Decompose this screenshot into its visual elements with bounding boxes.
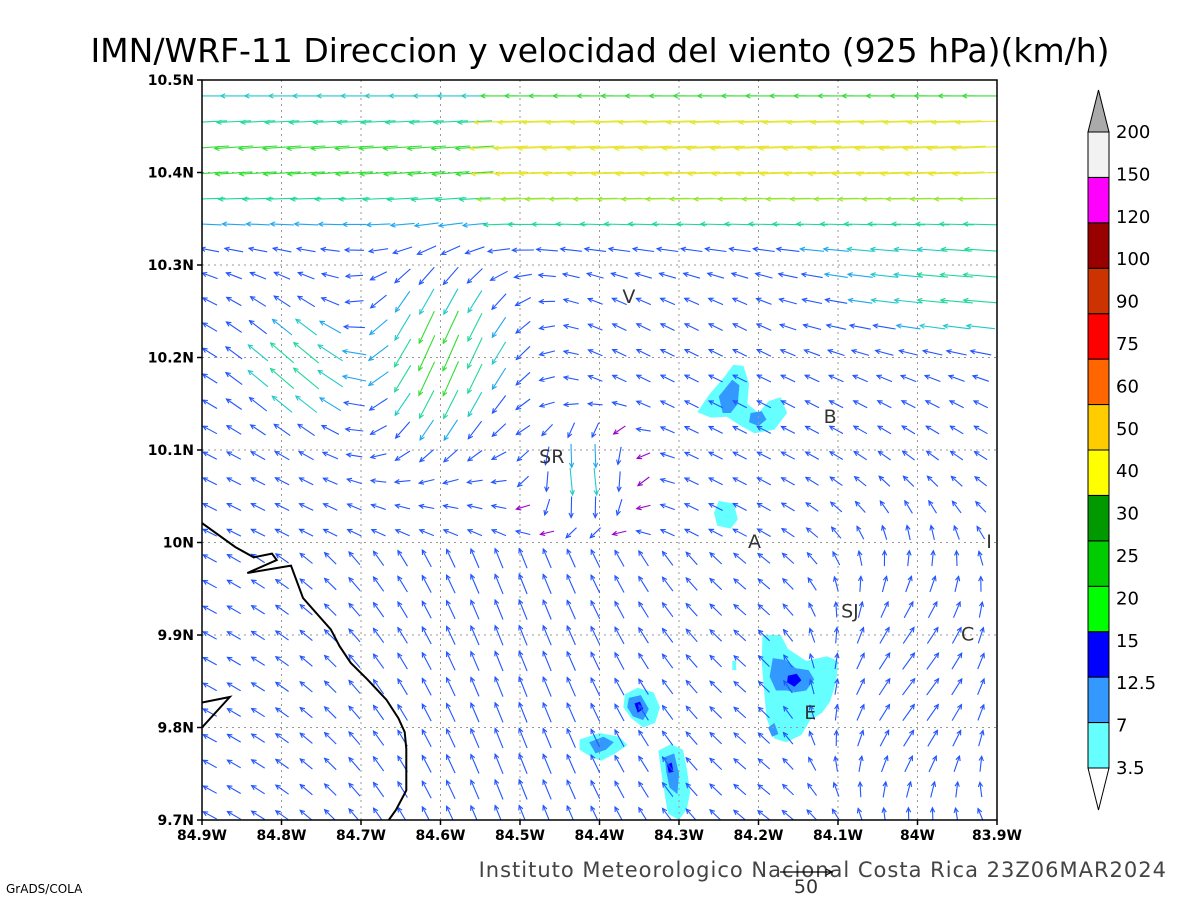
colorbar-label-11: 90 [1116, 292, 1139, 313]
lon-tick-label-8: 84.1W [813, 828, 863, 844]
lon-tick-label-1: 84.8W [257, 828, 307, 844]
colorbar: 3.5 7 12.5 15 20 25 30 40 50 60 75 90 100 120 150 200 [1088, 90, 1156, 810]
grads-credit: GrADS/COLA [6, 882, 83, 896]
lat-tick-label-5: 10.2N [148, 351, 194, 367]
colorbar-band-top [1088, 132, 1109, 177]
colorbar-label-12: 100 [1116, 249, 1150, 270]
lat-tick-label-7: 10.4N [148, 166, 194, 182]
longitude-axis: 84.9W 84.8W 84.7W 84.6W 84.5W 84.4W 84.3W 84.2W… [177, 820, 1022, 844]
place-label-v: V [622, 286, 635, 308]
place-label-c: C [961, 624, 974, 646]
colorbar-band-0 [1088, 723, 1109, 768]
place-label-b: B [824, 406, 837, 428]
lon-tick-label-4: 84.5W [495, 828, 545, 844]
latitude-axis: 9.7N 9.8N 9.9N 10N 10.1N 10.2N 10.3N 10.4N 10.5N [148, 73, 202, 829]
place-label-a: A [748, 531, 761, 553]
lon-tick-label-7: 84.2W [734, 828, 784, 844]
colorbar-band-11 [1088, 223, 1109, 268]
place-label-e: E [804, 702, 816, 724]
colorbar-band-12 [1088, 177, 1109, 222]
colorbar-label-5: 25 [1116, 546, 1139, 567]
colorbar-band-4 [1088, 541, 1109, 586]
colorbar-label-8: 50 [1116, 419, 1139, 440]
colorbar-band-9 [1088, 314, 1109, 359]
colorbar-band-7 [1088, 405, 1109, 450]
lat-tick-label-0: 9.7N [157, 813, 194, 829]
map-title: IMN/WRF-11 Direccion y velocidad del vie… [90, 31, 1109, 70]
colorbar-label-15: 200 [1116, 122, 1150, 143]
reference-vector-label: 50 [794, 876, 818, 898]
lon-tick-label-2: 84.7W [336, 828, 386, 844]
colorbar-label-2: 12.5 [1116, 673, 1156, 694]
lat-tick-label-2: 9.9N [157, 628, 194, 644]
lat-tick-label-6: 10.3N [148, 258, 194, 274]
lat-tick-label-4: 10.1N [148, 443, 194, 459]
lon-tick-label-0: 84.9W [177, 828, 227, 844]
colorbar-bottom-triangle [1088, 768, 1109, 810]
lat-tick-label-1: 9.8N [157, 721, 194, 737]
colorbar-label-9: 60 [1116, 376, 1139, 397]
colorbar-band-3 [1088, 586, 1109, 631]
colorbar-label-3: 15 [1116, 631, 1139, 652]
lat-tick-label-8: 10.5N [148, 73, 194, 89]
lon-tick-label-9: 84W [900, 828, 935, 844]
colorbar-band-10 [1088, 268, 1109, 313]
speed-fill-0-6 [732, 661, 736, 670]
footer-credit: Instituto Meteorologico Nacional Costa R… [479, 858, 1167, 882]
colorbar-band-5 [1088, 495, 1109, 540]
colorbar-label-0: 3.5 [1116, 758, 1145, 779]
lon-tick-label-5: 84.4W [575, 828, 625, 844]
colorbar-label-4: 20 [1116, 588, 1139, 609]
lon-tick-label-10: 83.9W [972, 828, 1022, 844]
place-label-sj: SJ [841, 600, 859, 622]
colorbar-label-6: 30 [1116, 504, 1139, 525]
colorbar-label-10: 75 [1116, 334, 1139, 355]
colorbar-label-14: 150 [1116, 164, 1150, 185]
colorbar-band-1 [1088, 677, 1109, 722]
colorbar-band-2 [1088, 632, 1109, 677]
lon-tick-label-3: 84.6W [416, 828, 466, 844]
colorbar-band-6 [1088, 450, 1109, 495]
colorbar-band-8 [1088, 359, 1109, 404]
place-label-i: I [986, 531, 992, 553]
colorbar-label-7: 40 [1116, 461, 1139, 482]
lon-tick-label-6: 84.3W [654, 828, 704, 844]
place-label-sr: SR [539, 446, 564, 468]
colorbar-label-1: 7 [1116, 716, 1127, 737]
colorbar-top-triangle [1088, 90, 1109, 132]
lat-tick-label-3: 10N [163, 536, 194, 552]
colorbar-label-13: 120 [1116, 207, 1150, 228]
